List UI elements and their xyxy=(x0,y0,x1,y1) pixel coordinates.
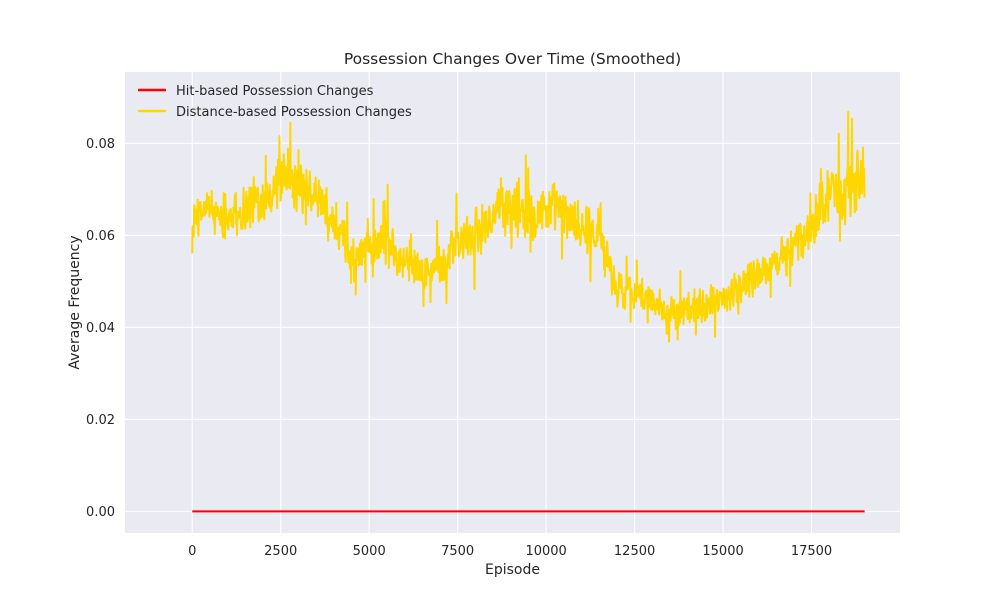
y-tick-label: 0.02 xyxy=(86,413,115,428)
y-tick-label: 0.08 xyxy=(86,137,115,152)
chart-title: Possession Changes Over Time (Smoothed) xyxy=(344,50,681,68)
legend-label: Hit-based Possession Changes xyxy=(176,84,374,99)
x-tick-label: 17500 xyxy=(791,544,832,559)
x-tick-label: 0 xyxy=(188,544,196,559)
x-tick-label: 5000 xyxy=(353,544,386,559)
x-tick-label: 2500 xyxy=(264,544,297,559)
legend: Hit-based Possession Changes Distance-bas… xyxy=(138,84,412,120)
y-tick-label: 0.00 xyxy=(86,505,115,520)
y-tick-label: 0.04 xyxy=(86,321,115,336)
y-axis-label: Average Frequency xyxy=(67,235,83,369)
x-tick-label: 15000 xyxy=(702,544,743,559)
legend-label: Distance-based Possession Changes xyxy=(176,105,412,120)
tick-layer: 0 2500 5000 7500 10000 12500 15000 17500 0.00 0.0… xyxy=(86,137,832,559)
x-tick-label: 10000 xyxy=(525,544,566,559)
y-tick-label: 0.06 xyxy=(86,229,115,244)
series-line-distance-based xyxy=(191,110,866,343)
x-tick-label: 7500 xyxy=(441,544,474,559)
plot-area xyxy=(125,72,900,533)
series-layer xyxy=(191,110,866,513)
x-tick-label: 12500 xyxy=(614,544,655,559)
x-axis-label: Episode xyxy=(485,562,540,578)
